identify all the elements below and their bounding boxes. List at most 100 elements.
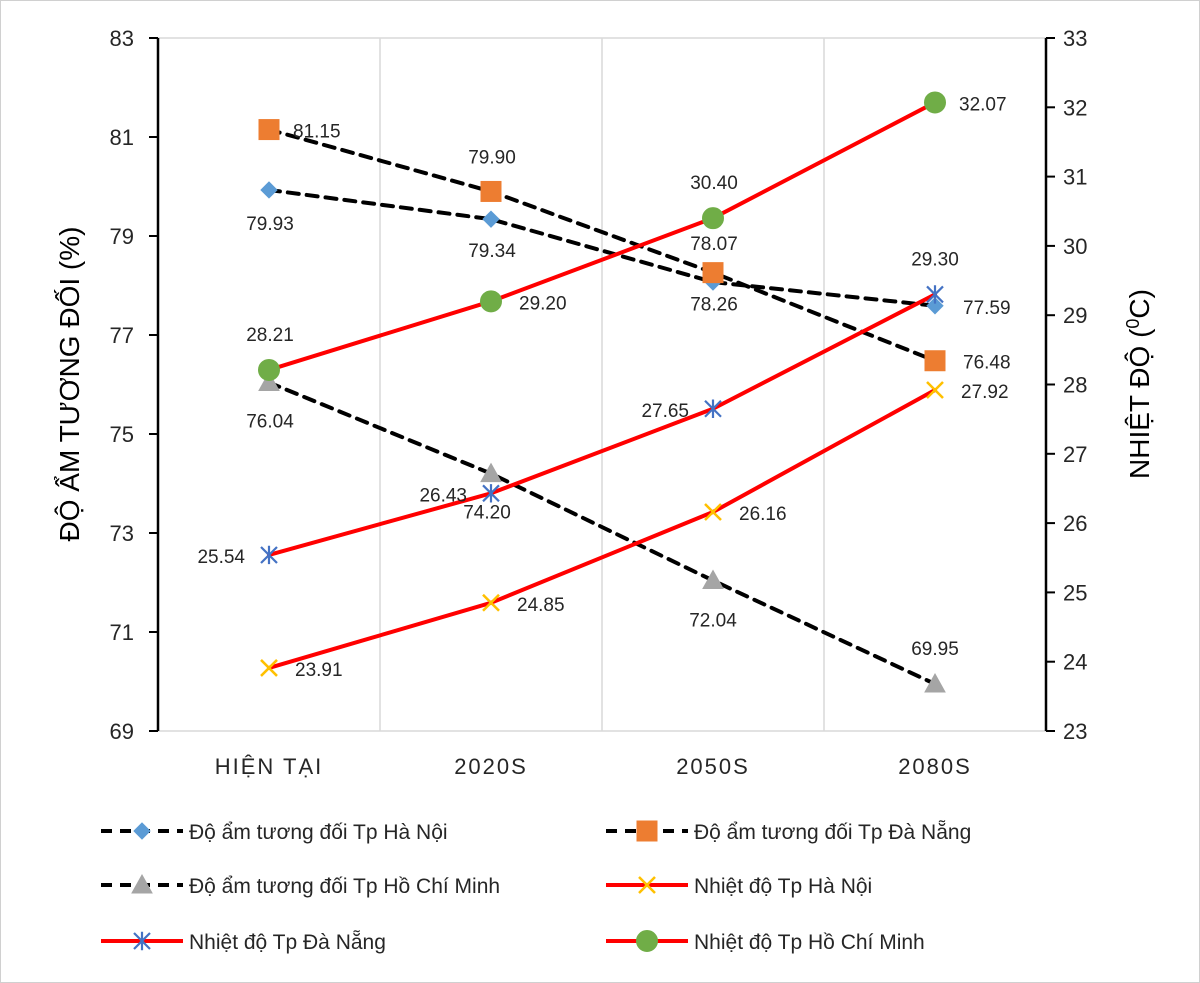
data-label-nhiet-do-tp-ho-chi-minh: 32.07 bbox=[959, 94, 1007, 115]
legend-entry-do-am-tuong-doi-tp-ho-chi-minh: Độ ẩm tương đối Tp Hồ Chí Minh bbox=[101, 873, 500, 898]
legend-marker-diamond-icon bbox=[133, 822, 151, 840]
data-point-do-am-tuong-doi-tp-ha-noi bbox=[260, 181, 278, 199]
data-label-nhiet-do-tp-da-nang: 26.43 bbox=[419, 485, 467, 506]
right-tick-label: 27 bbox=[1063, 442, 1087, 467]
right-tick-label: 28 bbox=[1063, 373, 1087, 398]
axis-layer: 69 71 73 75 77 79 81 83 23 24 25 26 27 28 29 30 31 32 33 HI… bbox=[53, 26, 1155, 779]
series-line-do-am-tuong-doi-tp-da-nang bbox=[267, 127, 937, 363]
data-label-do-am-tuong-doi-tp-da-nang: 79.90 bbox=[468, 147, 516, 168]
legend-layer: Độ ẩm tương đối Tp Hà Nội Độ ẩm tương đối… bbox=[101, 820, 971, 954]
data-point-nhiet-do-tp-da-nang bbox=[926, 285, 944, 304]
x-category-label: HIỆN TẠI bbox=[215, 754, 324, 779]
data-point-nhiet-do-tp-ho-chi-minh bbox=[258, 358, 280, 381]
left-tick-label: 79 bbox=[110, 224, 134, 249]
data-point-do-am-tuong-doi-tp-ha-noi bbox=[482, 210, 500, 228]
legend-marker-circle-icon bbox=[636, 930, 658, 952]
left-tick-label: 73 bbox=[110, 521, 134, 546]
legend-marker-square-icon bbox=[636, 820, 658, 842]
right-tick-label: 23 bbox=[1063, 719, 1087, 744]
right-tick-label: 24 bbox=[1063, 650, 1087, 675]
data-point-nhiet-do-tp-ha-noi bbox=[482, 593, 500, 612]
data-point-nhiet-do-tp-ha-noi bbox=[926, 381, 944, 399]
x-category-label: 2050S bbox=[676, 754, 750, 779]
data-label-do-am-tuong-doi-tp-ha-noi: 77.59 bbox=[963, 298, 1011, 319]
legend-label: Độ ẩm tương đối Tp Hồ Chí Minh bbox=[189, 875, 500, 898]
right-tick-label: 26 bbox=[1063, 511, 1087, 536]
right-tick-label: 30 bbox=[1063, 234, 1087, 259]
data-point-do-am-tuong-doi-tp-da-nang bbox=[702, 262, 724, 284]
data-label-do-am-tuong-doi-tp-ho-chi-minh: 74.20 bbox=[463, 503, 511, 524]
data-label-nhiet-do-tp-da-nang: 25.54 bbox=[197, 547, 245, 568]
data-label-do-am-tuong-doi-tp-da-nang: 78.26 bbox=[690, 295, 738, 316]
legend-entry-do-am-tuong-doi-tp-ha-noi: Độ ẩm tương đối Tp Hà Nội bbox=[101, 821, 448, 844]
data-point-do-am-tuong-doi-tp-ho-chi-minh bbox=[924, 672, 946, 693]
data-point-nhiet-do-tp-ho-chi-minh bbox=[702, 207, 724, 230]
data-label-nhiet-do-tp-ha-noi: 24.85 bbox=[517, 595, 565, 616]
left-tick-label: 69 bbox=[110, 719, 134, 744]
data-label-nhiet-do-tp-ha-noi: 27.92 bbox=[961, 382, 1009, 403]
series-line-nhiet-do-tp-ho-chi-minh bbox=[267, 100, 937, 372]
left-tick-label: 83 bbox=[110, 26, 134, 51]
series-line-nhiet-do-tp-da-nang bbox=[267, 292, 937, 557]
right-tick-label: 29 bbox=[1063, 303, 1087, 328]
data-label-do-am-tuong-doi-tp-ha-noi: 79.34 bbox=[468, 241, 516, 262]
data-point-do-am-tuong-doi-tp-ho-chi-minh bbox=[258, 371, 280, 392]
legend-marker-star-icon bbox=[133, 931, 151, 951]
data-point-nhiet-do-tp-da-nang bbox=[704, 399, 722, 418]
left-axis-title: ĐỘ ẨM TƯƠNG ĐỐI (%) bbox=[53, 227, 85, 542]
data-label-nhiet-do-tp-da-nang: 27.65 bbox=[641, 401, 689, 422]
series-line-nhiet-do-tp-ha-noi bbox=[267, 388, 937, 670]
grid-layer bbox=[157, 37, 1047, 732]
data-point-nhiet-do-tp-ha-noi bbox=[704, 503, 722, 521]
left-tick-label: 75 bbox=[110, 422, 134, 447]
data-point-do-am-tuong-doi-tp-ha-noi bbox=[926, 297, 944, 315]
right-tick-label: 33 bbox=[1063, 26, 1087, 51]
data-label-do-am-tuong-doi-tp-da-nang: 76.48 bbox=[963, 353, 1011, 374]
data-label-do-am-tuong-doi-tp-da-nang: 81.15 bbox=[293, 122, 341, 143]
data-label-nhiet-do-tp-ho-chi-minh: 28.21 bbox=[246, 325, 294, 346]
legend-entry-nhiet-do-tp-ho-chi-minh: Nhiệt độ Tp Hồ Chí Minh bbox=[606, 930, 925, 954]
data-label-do-am-tuong-doi-tp-ha-noi: 79.93 bbox=[246, 214, 294, 235]
legend-label: Độ ẩm tương đối Tp Hà Nội bbox=[189, 821, 448, 844]
data-label-nhiet-do-tp-ha-noi: 23.91 bbox=[295, 660, 343, 681]
x-category-label: 2080S bbox=[898, 754, 972, 779]
right-axis-title-main: NHIỆT ĐỘ ( bbox=[1124, 328, 1155, 479]
data-label-nhiet-do-tp-ha-noi: 26.16 bbox=[739, 504, 787, 525]
legend-marker-x-icon bbox=[638, 876, 656, 894]
legend-label: Nhiệt độ Tp Hồ Chí Minh bbox=[694, 931, 925, 954]
left-tick-label: 77 bbox=[110, 323, 134, 348]
right-tick-label: 25 bbox=[1063, 580, 1087, 605]
data-label-nhiet-do-tp-ho-chi-minh: 29.20 bbox=[519, 293, 567, 314]
data-point-do-am-tuong-doi-tp-da-nang bbox=[258, 119, 280, 141]
x-category-label: 2020S bbox=[454, 754, 528, 779]
legend-entry-nhiet-do-tp-da-nang: Nhiệt độ Tp Đà Nẵng bbox=[101, 931, 386, 954]
legend-marker-triangle-icon bbox=[131, 873, 153, 894]
data-point-nhiet-do-tp-ho-chi-minh bbox=[480, 290, 502, 313]
data-point-do-am-tuong-doi-tp-da-nang bbox=[924, 350, 946, 372]
data-label-do-am-tuong-doi-tp-ho-chi-minh: 72.04 bbox=[689, 611, 737, 632]
data-point-do-am-tuong-doi-tp-da-nang bbox=[480, 180, 502, 202]
left-tick-label: 71 bbox=[110, 620, 134, 645]
data-point-do-am-tuong-doi-tp-ho-chi-minh bbox=[702, 569, 724, 590]
data-label-nhiet-do-tp-ho-chi-minh: 30.40 bbox=[690, 173, 738, 194]
right-axis-title-end: C) bbox=[1124, 289, 1155, 319]
left-tick-label: 81 bbox=[110, 125, 134, 150]
right-axis-title-superscript: 0 bbox=[1123, 319, 1143, 329]
label-layer: 79.93 79.34 78.07 77.59 81.15 79.90 78.26 76.48… bbox=[197, 94, 1010, 680]
right-tick-label: 32 bbox=[1063, 95, 1087, 120]
series-line-do-am-tuong-doi-tp-ho-chi-minh bbox=[267, 380, 937, 686]
data-label-do-am-tuong-doi-tp-ha-noi: 78.07 bbox=[690, 234, 738, 255]
data-point-nhiet-do-tp-ha-noi bbox=[260, 659, 278, 677]
data-label-do-am-tuong-doi-tp-ho-chi-minh: 69.95 bbox=[911, 639, 959, 660]
right-axis-title: NHIỆT ĐỘ (0C) bbox=[1123, 289, 1155, 479]
data-point-nhiet-do-tp-da-nang bbox=[482, 484, 500, 503]
data-point-nhiet-do-tp-da-nang bbox=[260, 545, 278, 565]
data-point-nhiet-do-tp-ho-chi-minh bbox=[924, 91, 946, 114]
legend-entry-nhiet-do-tp-ha-noi: Nhiệt độ Tp Hà Nội bbox=[606, 875, 872, 898]
data-label-nhiet-do-tp-da-nang: 29.30 bbox=[911, 249, 959, 270]
legend-entry-do-am-tuong-doi-tp-da-nang: Độ ẩm tương đối Tp Đà Nẵng bbox=[606, 820, 971, 844]
data-label-do-am-tuong-doi-tp-ho-chi-minh: 76.04 bbox=[246, 412, 294, 433]
right-tick-label: 31 bbox=[1063, 165, 1087, 190]
